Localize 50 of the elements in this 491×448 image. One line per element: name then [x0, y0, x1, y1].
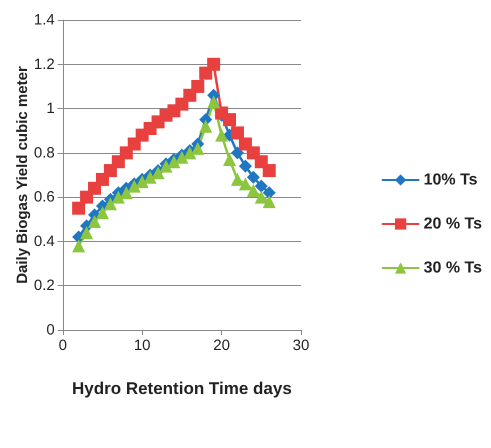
legend-label: 20 % Ts [424, 216, 482, 232]
y-tick-label: 1.4 [34, 12, 55, 28]
point [144, 170, 157, 184]
point [223, 153, 236, 166]
x-tick-label: 30 [292, 337, 310, 354]
point [120, 186, 133, 200]
point [72, 239, 86, 252]
point [112, 190, 125, 204]
y-tick-label: 0.6 [34, 188, 55, 206]
y-tick-label: 0.4 [34, 232, 55, 250]
y-tick-label: 1 [46, 100, 55, 118]
point [104, 197, 117, 210]
point [191, 80, 204, 93]
point [80, 226, 94, 240]
point [230, 146, 244, 160]
point [128, 180, 141, 193]
point [238, 160, 252, 173]
y-tick-label: 0 [46, 322, 55, 338]
point [223, 113, 236, 126]
x-tick-label: 0 [58, 337, 67, 354]
point [254, 190, 268, 204]
point [238, 177, 252, 190]
point [246, 170, 260, 184]
point [72, 202, 86, 215]
point [88, 215, 102, 228]
point [254, 180, 268, 193]
point [262, 164, 276, 178]
y-tick-label: 0.8 [34, 144, 55, 162]
point [191, 142, 204, 155]
y-tick-label: 1.2 [34, 56, 55, 73]
x-tick-label: 10 [134, 337, 151, 354]
point [207, 95, 220, 108]
point [262, 186, 276, 200]
point [159, 160, 172, 173]
legend-label: 10% Ts [424, 172, 478, 188]
point [262, 195, 276, 208]
point [199, 120, 212, 133]
point [230, 172, 244, 186]
legend-label: 30 % Ts [424, 260, 482, 276]
x-tick-label: 20 [213, 337, 230, 354]
y-axis-title: Daily Biogas Yield cubic meter [14, 66, 31, 284]
point [215, 128, 228, 142]
point [136, 175, 149, 188]
point [207, 58, 220, 71]
y-tick-label: 0.2 [34, 277, 55, 294]
point [96, 206, 109, 220]
point [246, 184, 260, 197]
x-axis-title: Hydro Retention Time days [72, 379, 292, 398]
point [167, 155, 180, 168]
point [230, 126, 244, 140]
